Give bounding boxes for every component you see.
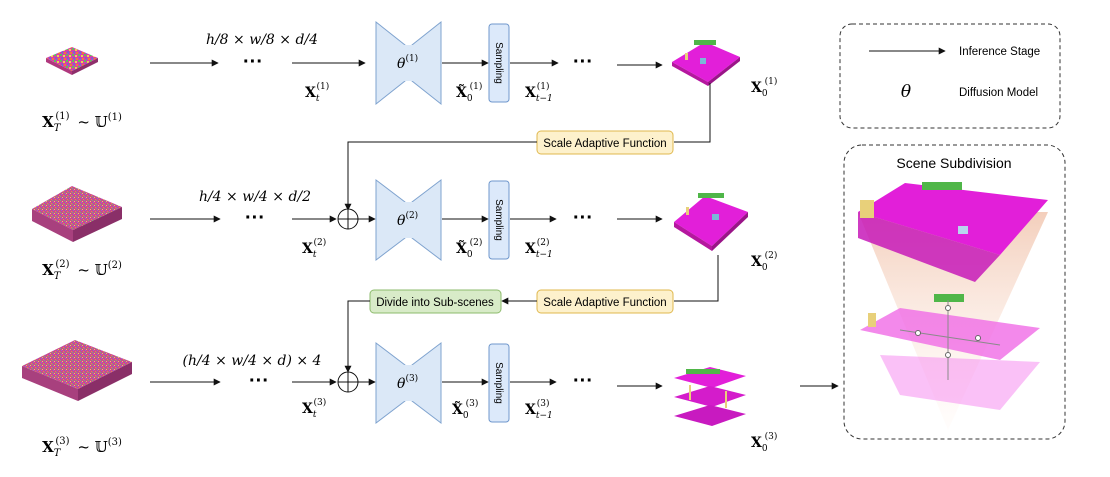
xtm1-row-2: Xt−1(2) (525, 237, 553, 260)
divide-line (344, 300, 370, 373)
xt-row-1: Xt(1) (305, 81, 329, 104)
dots-row-3-a: ··· (249, 370, 269, 392)
legend-box (839, 23, 1061, 129)
scale-adaptive-label-1: Scale Adaptive Function (543, 138, 666, 150)
dims-row-1: h/8 × w/8 × d/4 (206, 32, 318, 48)
scene-subdivision-title: Scene Subdivision (896, 155, 1011, 171)
divide-label: Divide into Sub-scenes (376, 297, 494, 309)
legend-theta: θ (901, 82, 911, 102)
x0hat-row-1: X̃0(1) (456, 81, 482, 104)
noise-cube-row-2 (32, 186, 122, 242)
x0-row-3: X0(3) (751, 431, 777, 454)
x0hat-row-3: X̃0(3) (452, 398, 478, 421)
scene-subdivision-illustration (858, 182, 1048, 430)
unet-row-3 (375, 341, 442, 425)
xt-row-2: Xt(2) (302, 237, 326, 260)
noise-label-row-2: XT(2) ~ 𝕌(2) (42, 259, 122, 282)
scene-row-1 (672, 40, 740, 86)
unet-row-2 (375, 178, 442, 262)
dots-row-1-a: ··· (243, 51, 263, 73)
scene-row-3-layers (674, 367, 746, 426)
xt-row-3: Xt(3) (302, 397, 326, 420)
dots-row-1-b: ··· (573, 51, 593, 73)
dots-row-2-a: ··· (245, 207, 265, 229)
sampling-box-row-2 (488, 180, 510, 260)
scale-adaptive-label-2: Scale Adaptive Function (543, 297, 666, 309)
noise-sub: T (54, 123, 62, 134)
dots-row-2-b: ··· (573, 207, 593, 229)
xtm1-row-1: Xt−1(1) (525, 81, 553, 104)
dims-row-3: (h/4 × w/4 × d) × 4 (183, 353, 322, 369)
sum-node-row-2 (337, 208, 359, 230)
noise-cube-row-1 (46, 47, 98, 75)
feedback-line-1-b (344, 141, 537, 211)
scene-subdivision-box (843, 144, 1066, 440)
noise-cube-row-3 (22, 340, 132, 401)
feedback-line-2 (674, 255, 719, 302)
sum-node-row-3 (337, 371, 359, 393)
dots-row-3-b: ··· (573, 370, 593, 392)
noise-sup2: (1) (108, 112, 122, 123)
feedback-line-1 (674, 83, 711, 143)
sampling-label-row-2: Sampling (493, 199, 504, 241)
sampling-box-row-3 (488, 343, 510, 423)
noise-sim: ~ 𝕌 (73, 113, 108, 131)
x0-row-2: X0(2) (751, 250, 777, 273)
noise-label-row-1: XT(1) ~ 𝕌(1) (42, 111, 122, 134)
sampling-box-row-1 (488, 23, 510, 103)
xtm1-row-3: Xt−1(3) (525, 398, 553, 421)
sampling-label-row-3: Sampling (493, 362, 504, 404)
noise-label-row-3: XT(3) ~ 𝕌(3) (42, 436, 122, 459)
noise-x: X (42, 113, 54, 131)
x0-row-1: X0(1) (751, 76, 777, 99)
legend-arrow-label: Inference Stage (959, 46, 1040, 58)
dims-row-2: h/4 × w/4 × d/2 (199, 189, 311, 205)
noise-sup: (1) (55, 111, 69, 122)
legend-theta-label: Diffusion Model (959, 87, 1038, 99)
sampling-label-row-1: Sampling (493, 42, 504, 84)
scene-row-2 (674, 193, 748, 251)
unet-row-1 (375, 20, 442, 106)
x0hat-row-2: X̃0(2) (456, 237, 482, 260)
